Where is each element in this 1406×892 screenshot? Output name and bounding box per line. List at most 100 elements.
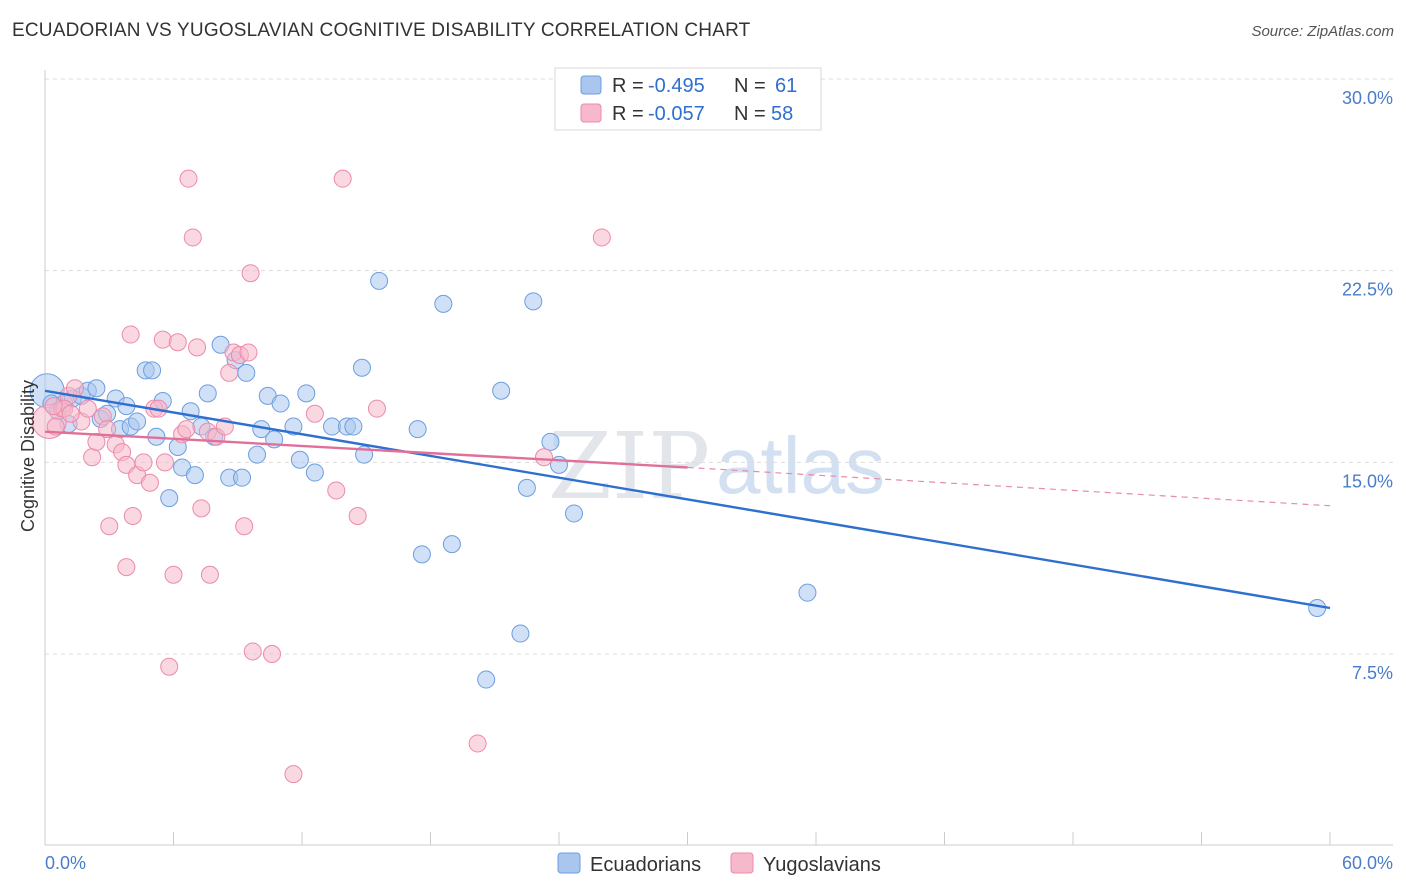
legend-r-value-2: -0.057 <box>648 103 705 125</box>
trend-lines <box>44 389 1331 610</box>
yugoslavian-point <box>220 363 239 382</box>
yugoslavian-point <box>263 645 282 663</box>
yugoslavian-point <box>177 420 196 439</box>
ecuadorian-point <box>284 417 303 436</box>
ecuadorian-point <box>517 478 536 497</box>
yugoslavian-point <box>333 169 352 188</box>
legend-r-label-1: R = <box>612 75 644 97</box>
legend-n-value-2: 58 <box>771 103 793 125</box>
y-tick-label: 30.0% <box>1342 88 1393 108</box>
scatter-points <box>29 169 1327 784</box>
y-tick-label: 15.0% <box>1342 471 1393 491</box>
ecuadorian-point <box>322 417 341 436</box>
yugoslavian-point <box>78 399 97 418</box>
y-tick-labels: 7.5% 15.0% 22.5% 30.0% <box>1342 88 1393 683</box>
ecuadorian-point <box>290 450 309 469</box>
legend-bottom-swatch-yugoslavians <box>730 852 754 874</box>
ecuadorian-point <box>297 384 316 403</box>
yugoslavian-point <box>153 330 172 349</box>
yugoslavian-point <box>179 169 198 188</box>
ecuadorian-point <box>408 420 427 439</box>
legend-bottom-swatch-ecuadorians <box>557 852 581 874</box>
watermark-atlas: atlas <box>716 421 885 510</box>
ecuadorian-point <box>564 504 583 523</box>
x-tick-label: 60.0% <box>1342 853 1393 873</box>
legend-r-label-2: R = <box>612 103 644 125</box>
yugoslavian-point <box>188 338 207 357</box>
yugoslavian-point <box>535 448 554 467</box>
ecuadorian-point <box>344 417 363 436</box>
ecuadorian-point <box>434 294 453 313</box>
ecuadorian-point <box>370 271 389 290</box>
yugoslavian-point <box>98 420 117 439</box>
ecuadorian-point <box>524 292 543 311</box>
legend-top: R = -0.495 N = 61 R = -0.057 N = 58 <box>554 67 822 131</box>
yugoslavian-point <box>134 453 153 472</box>
ecuadorian-point <box>87 379 106 398</box>
legend-swatch-yugoslavians <box>580 103 602 123</box>
y-axis-label: Cognitive Disability <box>18 380 38 532</box>
yugoslavian-point <box>164 565 183 584</box>
yugoslavian-point <box>235 517 254 536</box>
ecuadorian-point <box>492 381 511 400</box>
yugoslavian-trend-extension <box>687 466 1331 507</box>
yugoslavian-point <box>100 517 119 536</box>
ecuadorian-point <box>185 466 204 485</box>
yugoslavian-point <box>284 765 303 784</box>
yugoslavian-point <box>61 404 80 423</box>
legend-bottom: Ecuadorians Yugoslavians <box>557 852 881 876</box>
ecuadorian-point <box>237 363 256 382</box>
ecuadorian-point <box>271 394 290 413</box>
ecuadorian-point <box>412 545 431 564</box>
yugoslavian-trend-line <box>44 430 688 469</box>
yugoslavian-point <box>592 228 611 247</box>
ecuadorian-point <box>442 535 461 554</box>
yugoslavian-point <box>140 473 159 492</box>
yugoslavian-point <box>239 343 258 362</box>
ecuadorian-point <box>305 463 324 482</box>
legend-n-label-2: N = <box>734 103 766 125</box>
ecuadorian-point <box>248 445 267 464</box>
yugoslavian-point <box>117 558 136 577</box>
legend-swatch-ecuadorians <box>580 75 602 95</box>
x-tick-labels: 0.0% 60.0% <box>45 853 1393 873</box>
yugoslavian-point <box>123 507 142 525</box>
legend-n-label-1: N = <box>734 75 766 97</box>
yugoslavian-point <box>367 399 386 418</box>
ecuadorian-point <box>160 489 179 508</box>
ecuadorian-point <box>541 432 560 451</box>
yugoslavian-point <box>160 657 179 676</box>
yugoslavian-point <box>348 507 367 525</box>
ecuadorian-point <box>128 412 147 431</box>
yugoslavian-point <box>83 448 102 467</box>
chart-title: ECUADORIAN VS YUGOSLAVIAN COGNITIVE DISA… <box>12 20 751 41</box>
ecuadorian-point <box>477 670 496 689</box>
yugoslavian-point <box>200 565 219 584</box>
yugoslavian-point <box>168 333 187 352</box>
axes <box>44 70 1393 846</box>
legend-bottom-label-yugoslavians: Yugoslavians <box>763 854 881 876</box>
ecuadorian-point <box>352 358 371 377</box>
y-tick-label: 22.5% <box>1342 280 1393 300</box>
yugoslavian-point <box>121 325 140 344</box>
yugoslavian-point <box>183 228 202 247</box>
ecuadorian-point <box>198 384 217 403</box>
yugoslavian-point <box>155 453 174 472</box>
legend-r-value-1: -0.495 <box>648 75 705 97</box>
yugoslavian-point <box>243 642 262 661</box>
yugoslavian-point <box>305 404 324 423</box>
ecuadorian-point <box>233 468 252 487</box>
ecuadorian-point <box>143 361 162 380</box>
ecuadorian-point <box>798 583 817 602</box>
ecuadorian-trend-line <box>44 389 1331 610</box>
chart-source: Source: ZipAtlas.com <box>1251 23 1394 40</box>
ecuadorian-point <box>511 624 530 643</box>
legend-bottom-label-ecuadorians: Ecuadorians <box>590 854 701 876</box>
yugoslavian-point <box>192 499 211 518</box>
yugoslavian-point <box>44 397 63 416</box>
legend-n-value-1: 61 <box>775 75 797 97</box>
yugoslavian-point <box>468 734 487 753</box>
x-tick-label: 0.0% <box>45 853 86 873</box>
yugoslavian-point <box>46 417 65 436</box>
